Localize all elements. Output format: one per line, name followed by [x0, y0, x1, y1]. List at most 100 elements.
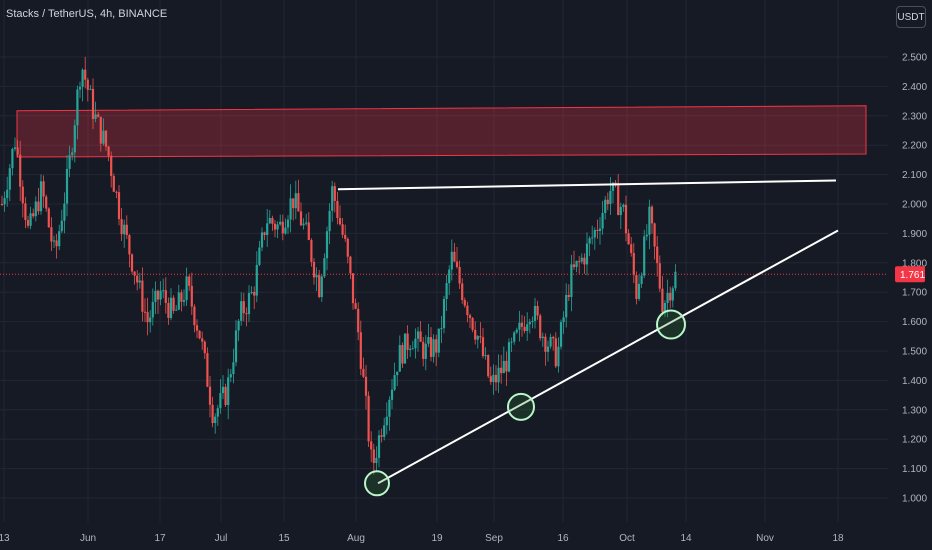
candle-body [604, 199, 607, 214]
candle-body [487, 355, 490, 377]
candle-body [73, 125, 76, 153]
price-axis[interactable]: 2.500 2.400 2.300 2.200 2.100 2.000 1.900 1.800… [888, 0, 932, 550]
candle-body [432, 339, 435, 357]
candle-body [250, 291, 253, 294]
candle-body [489, 376, 492, 382]
candle-body [630, 244, 633, 254]
candle-body [81, 69, 84, 87]
candle-body [117, 192, 121, 220]
candle-body [8, 168, 11, 190]
candle-body [372, 449, 375, 464]
touch-point-circle[interactable] [364, 470, 390, 497]
candle-body [281, 221, 284, 234]
candle-body [370, 441, 373, 450]
candle-body [471, 318, 474, 330]
candle-body [505, 360, 508, 372]
candle-body [138, 280, 141, 283]
candle-body [351, 273, 355, 304]
price-tick-label: 1.400 [902, 376, 927, 387]
candle-body [656, 246, 659, 264]
price-tick-label: 2.400 [902, 82, 927, 93]
candle-body [195, 325, 199, 331]
candle-body [302, 223, 305, 226]
candle-body [531, 320, 534, 322]
candle-body [349, 256, 352, 274]
candle-body [484, 355, 487, 357]
candle-body [648, 206, 651, 235]
candle-body [627, 233, 630, 245]
candle-body [357, 308, 360, 333]
price-tick-label: 2.000 [902, 200, 927, 211]
resistance-zone[interactable] [16, 105, 867, 158]
candle-body [120, 219, 123, 235]
candle-body [180, 292, 183, 302]
horizontal-resistance-line[interactable] [337, 179, 837, 191]
candle-body [76, 89, 79, 126]
candle-body [653, 223, 656, 247]
candle-body [588, 238, 591, 244]
candle-body [635, 275, 638, 299]
candle-body [219, 393, 222, 409]
touch-point-circle[interactable] [656, 309, 686, 340]
price-tick-label: 1.800 [902, 258, 927, 269]
candle-body [29, 213, 32, 226]
time-axis[interactable]: 13 Jun 17 Jul 15 Aug 19 Sep 16 Oct 14 Nov 18 [0, 522, 888, 550]
candle-body [162, 290, 165, 292]
candle-body [406, 333, 409, 350]
candle-body [591, 237, 594, 239]
candle-body [663, 302, 667, 313]
candle-body [437, 328, 440, 353]
candle-body [435, 339, 438, 353]
candle-body [284, 227, 287, 234]
candle-body [52, 240, 56, 242]
candle-body [583, 257, 586, 265]
candle-body [102, 130, 105, 144]
candle-body [125, 224, 128, 236]
candle-body [414, 338, 417, 349]
candle-body [510, 341, 513, 343]
ascending-trendline[interactable] [377, 229, 839, 485]
candle-body [47, 208, 50, 228]
candle-body [601, 213, 604, 229]
price-tick-label: 2.500 [902, 53, 927, 64]
candle-body [455, 261, 459, 267]
time-tick-label: Jul [215, 533, 228, 544]
candle-body [528, 321, 531, 325]
candle-body [401, 345, 404, 364]
candle-body [39, 181, 43, 212]
trendlines-layer [337, 179, 839, 497]
touch-point-circle[interactable] [507, 392, 535, 421]
price-tick-label: 2.300 [902, 111, 927, 122]
time-tick-label: 13 [0, 533, 10, 544]
candle-body [266, 223, 269, 236]
candle-body [541, 336, 544, 339]
candle-body [559, 322, 563, 347]
currency-button[interactable]: USDT [896, 6, 926, 28]
time-tick-label: 15 [278, 533, 290, 544]
candle-body [422, 341, 425, 359]
candle-body [481, 337, 485, 357]
candle-body [253, 291, 256, 296]
candle-body [445, 283, 448, 299]
price-tick-label: 1.600 [902, 317, 927, 328]
candle-body [286, 219, 290, 228]
candle-body [419, 331, 422, 342]
candle-body [198, 330, 201, 339]
candle-body [645, 234, 648, 237]
price-tick-label: 2.100 [902, 170, 927, 181]
candle-body [141, 280, 144, 312]
candle-body [396, 371, 399, 376]
candle-body [463, 300, 466, 306]
candle-body [159, 290, 162, 300]
candle-body [154, 290, 157, 302]
candle-body [474, 329, 477, 340]
candle-body [34, 201, 37, 217]
candle-body [216, 408, 219, 417]
candle-body [364, 376, 368, 396]
candle-body [450, 251, 453, 270]
candle-body [507, 342, 511, 372]
candle-body [45, 196, 48, 209]
candle-body [146, 312, 149, 323]
candle-body [156, 290, 160, 300]
